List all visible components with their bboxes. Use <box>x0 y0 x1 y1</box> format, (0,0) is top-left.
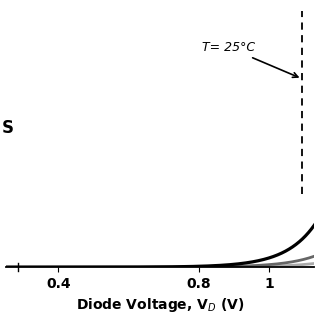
Text: S: S <box>2 119 13 137</box>
Text: T= 25°C: T= 25°C <box>202 41 298 77</box>
X-axis label: Diode Voltage, V$_D$ (V): Diode Voltage, V$_D$ (V) <box>76 296 244 315</box>
